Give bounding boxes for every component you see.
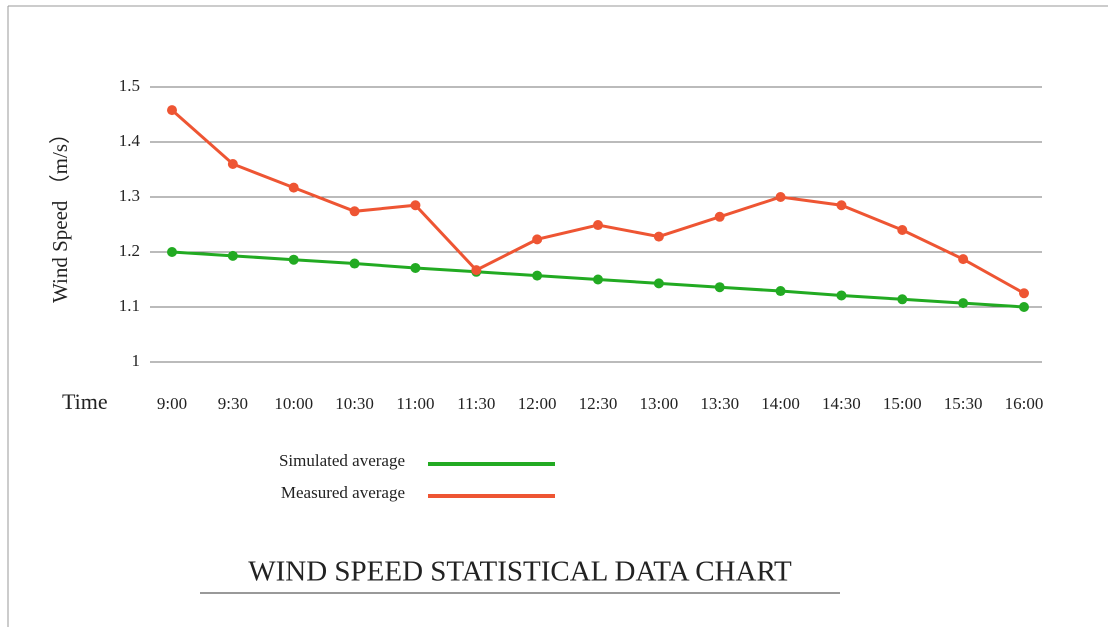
y-axis-label: Wind Speed （m/s） — [48, 123, 72, 303]
x-tick-label: 9:00 — [157, 394, 187, 413]
x-tick-label: 11:30 — [457, 394, 495, 413]
data-point — [958, 298, 969, 309]
data-point — [288, 182, 299, 193]
data-point — [775, 286, 786, 297]
data-point — [227, 159, 238, 169]
data-point — [227, 250, 238, 261]
y-tick-label: 1.3 — [119, 186, 140, 205]
y-tick-label: 1.5 — [119, 76, 140, 95]
data-point — [653, 231, 664, 242]
data-point — [593, 220, 603, 231]
x-axis-label: Time — [62, 389, 108, 414]
x-tick-label: 13:30 — [700, 394, 739, 413]
data-point — [410, 262, 421, 273]
legend-label: Simulated average — [279, 451, 405, 470]
y-tick-label: 1.1 — [119, 296, 140, 315]
data-point — [593, 274, 603, 285]
x-tick-label: 15:30 — [944, 394, 983, 413]
x-tick-label: 14:00 — [761, 394, 800, 413]
x-tick-label: 12:30 — [579, 394, 618, 413]
legend-label: Measured average — [281, 483, 405, 502]
x-tick-label: 11:00 — [396, 394, 434, 413]
y-tick-label: 1 — [132, 351, 141, 370]
data-point — [349, 206, 360, 217]
data-point — [1019, 288, 1029, 299]
x-tick-label: 15:00 — [883, 394, 922, 413]
y-tick-label: 1.2 — [119, 241, 140, 260]
data-point — [897, 225, 908, 235]
x-tick-label: 9:30 — [218, 394, 248, 413]
x-tick-label: 10:30 — [335, 394, 374, 413]
data-point — [714, 282, 725, 293]
series-line — [171, 108, 1025, 295]
data-point — [532, 270, 543, 281]
data-point — [775, 192, 786, 202]
x-tick-label: 12:00 — [518, 394, 557, 413]
data-point — [410, 200, 421, 211]
data-point — [653, 278, 664, 289]
data-point — [167, 247, 177, 257]
data-point — [532, 234, 543, 245]
data-point — [1019, 302, 1029, 312]
data-point — [836, 290, 847, 301]
data-point — [714, 211, 725, 222]
data-point — [897, 294, 908, 305]
x-tick-label: 16:00 — [1005, 394, 1044, 413]
data-point — [167, 105, 177, 116]
data-point — [471, 265, 482, 276]
x-tick-label: 10:00 — [274, 394, 313, 413]
data-point — [288, 254, 299, 265]
x-tick-label: 14:30 — [822, 394, 861, 413]
data-point — [349, 258, 360, 269]
y-tick-label: 1.4 — [119, 131, 141, 150]
data-point — [958, 254, 969, 265]
chart-title: WIND SPEED STATISTICAL DATA CHART — [248, 556, 792, 588]
data-point — [836, 200, 847, 211]
x-tick-label: 13:00 — [639, 394, 678, 413]
